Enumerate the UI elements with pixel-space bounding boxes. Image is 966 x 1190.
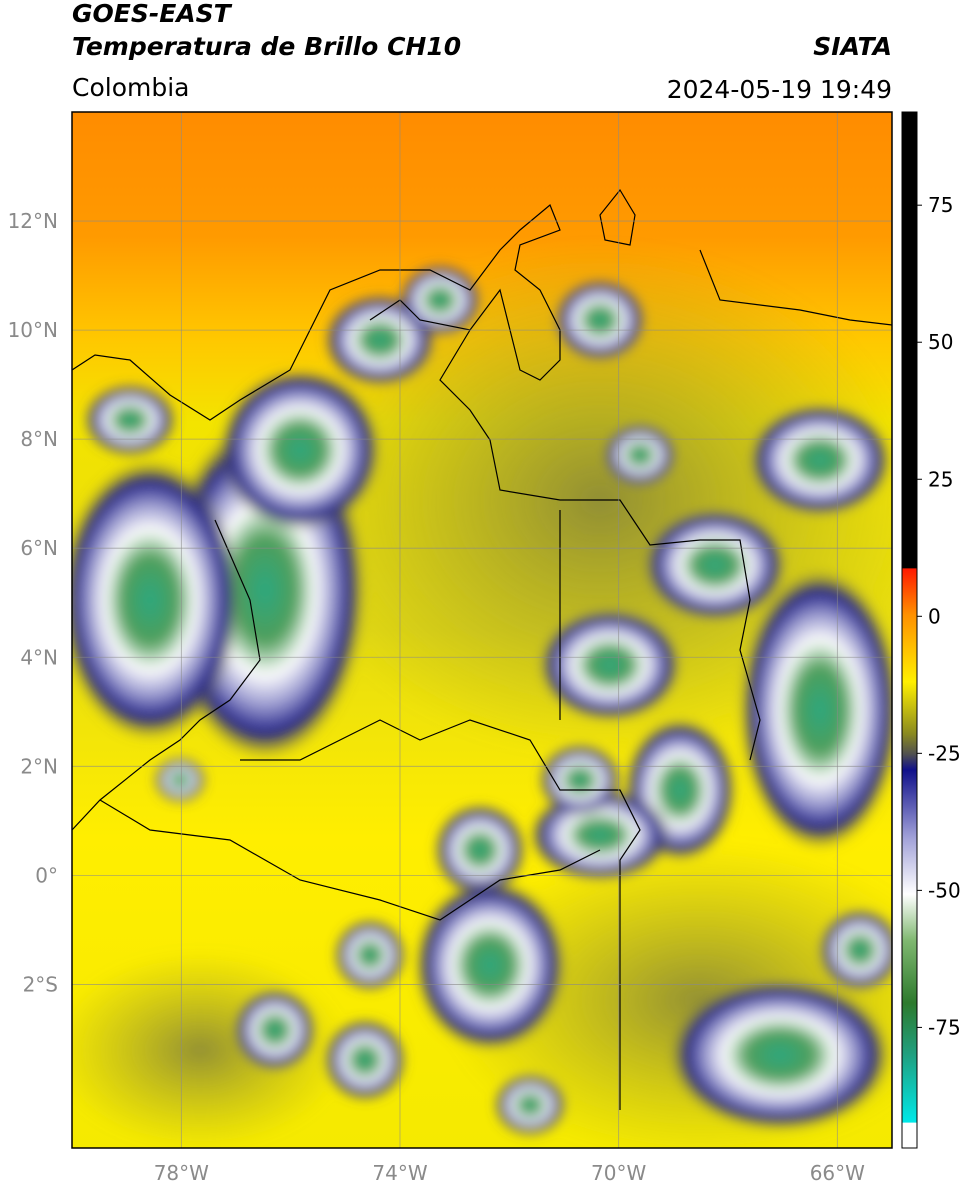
cloud <box>530 790 670 880</box>
cloud <box>820 910 892 990</box>
x-tick-label: 78°W <box>154 1161 209 1185</box>
y-tick-label: 10°N <box>8 318 58 342</box>
cloud <box>435 805 525 895</box>
satellite: GOES-EAST <box>72 0 233 28</box>
coastline <box>72 519 261 831</box>
border <box>99 799 601 921</box>
grid <box>72 112 892 1148</box>
source: SIATA <box>813 32 892 61</box>
cloud <box>540 610 680 720</box>
colorbar-tick-label: 75 <box>928 193 953 217</box>
borders <box>72 188 892 1110</box>
cloud <box>155 758 205 802</box>
border <box>439 329 761 761</box>
cloud <box>72 460 240 740</box>
product-title: Temperatura de Brillo CH10 <box>72 32 461 61</box>
y-tick-label: 4°N <box>20 645 58 669</box>
satellite-image <box>72 112 892 1148</box>
x-tick-label: 70°W <box>591 1161 646 1185</box>
cloud <box>540 745 620 815</box>
y-tick-label: 6°N <box>20 536 58 560</box>
y-tick-label: 8°N <box>20 427 58 451</box>
cloud <box>645 510 785 620</box>
cloud <box>495 1075 565 1135</box>
colorbar <box>901 111 918 1149</box>
y-tick-label: 2°S <box>23 972 58 996</box>
colorbar-tick-label: 25 <box>928 467 953 491</box>
y-tick-label: 12°N <box>8 209 58 233</box>
colorbar-tick-label: -75 <box>928 1015 961 1039</box>
x-tick-label: 66°W <box>810 1161 865 1185</box>
y-tick-label: 0° <box>35 863 58 887</box>
cloud <box>415 880 565 1050</box>
region: Colombia <box>72 73 189 102</box>
cloud <box>400 265 480 335</box>
cloud <box>220 370 380 530</box>
colorbar-tick-label: 0 <box>928 604 941 628</box>
colorbar-tick-label: 50 <box>928 330 953 354</box>
cloud <box>335 920 405 990</box>
coastline <box>699 249 892 326</box>
cloud <box>325 1020 405 1100</box>
coastline <box>72 204 561 421</box>
colorbar-tick-label: -50 <box>928 878 961 902</box>
cloud <box>750 405 890 515</box>
axes: 78°W 74°W 70°W 66°W 12°N 10°N 8°N 6°N 4°N 2°N 0° 2°… <box>8 193 961 1185</box>
cloud <box>85 385 175 455</box>
x-tick-label: 74°W <box>372 1161 427 1185</box>
colorbar-tick-label: -25 <box>928 741 961 765</box>
map-frame <box>71 111 893 1149</box>
cloud <box>670 980 890 1130</box>
cloud <box>605 425 675 485</box>
cloud <box>555 280 645 360</box>
island <box>599 188 636 246</box>
y-tick-label: 2°N <box>20 754 58 778</box>
datetime: 2024-05-19 19:49 <box>667 75 892 104</box>
cloud <box>235 990 315 1070</box>
cloud <box>740 570 892 850</box>
border <box>240 719 641 1110</box>
